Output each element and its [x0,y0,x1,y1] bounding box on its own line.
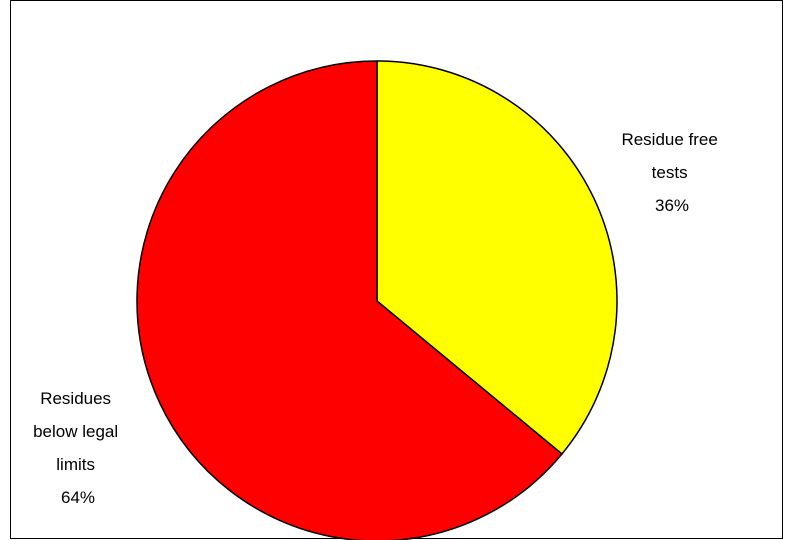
slice-label-residue-free: Residue free tests 36% [621,130,722,215]
slices-layer [136,60,618,540]
labels-layer: Residue free tests 36% Residues below le… [33,130,722,507]
slice-label-residues-below-limits: Residues below legal limits 64% [33,389,123,507]
pie-slice-residue-free [376,60,618,455]
pie-slice-residues-below-limits [136,60,563,540]
